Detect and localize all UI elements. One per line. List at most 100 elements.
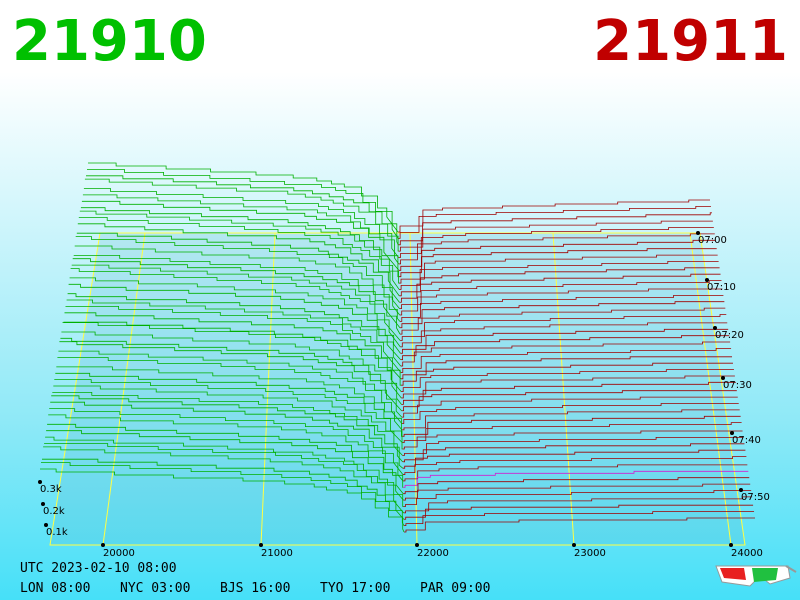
ask-depth-line bbox=[402, 464, 748, 482]
bid-depth-line bbox=[73, 254, 401, 322]
bid-depth-line bbox=[84, 178, 399, 252]
tick-dot bbox=[705, 278, 709, 282]
ask-depth-line bbox=[402, 456, 747, 476]
depth-tick-label: 0.1k bbox=[46, 527, 68, 538]
ask-depth-line bbox=[399, 280, 722, 310]
bid-depth-line bbox=[51, 395, 403, 463]
tick-dot bbox=[729, 543, 733, 547]
city-time: BJS 16:00 bbox=[220, 581, 290, 596]
ask-depth-line bbox=[401, 390, 737, 412]
ask-depth-line bbox=[403, 477, 750, 495]
ask-depth-line bbox=[399, 273, 721, 303]
price-grid-line bbox=[689, 232, 732, 546]
bid-depth-line bbox=[58, 350, 402, 418]
ask-depth-line bbox=[400, 347, 732, 373]
ask-depth-line bbox=[402, 430, 743, 450]
ask-depth-line bbox=[398, 227, 714, 258]
bid-depth-line bbox=[76, 232, 400, 303]
price-grid-line bbox=[552, 232, 575, 546]
tick-dot bbox=[415, 543, 419, 547]
tick-dot bbox=[259, 543, 263, 547]
ask-depth-line bbox=[398, 248, 717, 278]
city-time: NYC 03:00 bbox=[120, 581, 190, 596]
bid-depth-line bbox=[67, 293, 401, 360]
ask-depth-line bbox=[400, 314, 727, 341]
bid-depth-line bbox=[50, 401, 403, 469]
bid-depth-line bbox=[88, 162, 399, 233]
ask-depth-line bbox=[398, 220, 713, 252]
bid-depth-line bbox=[83, 188, 399, 258]
depth-tick-label: 0.2k bbox=[43, 506, 65, 517]
bid-depth-line bbox=[80, 207, 399, 278]
bid-price: 21910 bbox=[12, 9, 207, 74]
ask-depth-line bbox=[398, 239, 716, 271]
bid-depth-line bbox=[64, 312, 402, 380]
price-tick-label: 23000 bbox=[574, 548, 606, 559]
ask-depth-line bbox=[401, 369, 734, 393]
bid-depth-line bbox=[48, 414, 404, 482]
time-tick-label: 07:30 bbox=[723, 380, 752, 391]
utc-time: UTC 2023-02-10 08:00 bbox=[20, 561, 177, 576]
price-tick-label: 21000 bbox=[261, 548, 293, 559]
tick-dot bbox=[696, 231, 700, 235]
price-tick-label: 24000 bbox=[731, 548, 763, 559]
time-tick-label: 07:50 bbox=[741, 492, 770, 503]
price-grid-line bbox=[260, 232, 276, 546]
bid-depth-line bbox=[52, 391, 403, 456]
city-time: PAR 09:00 bbox=[420, 581, 490, 596]
bid-depth-line bbox=[79, 210, 400, 284]
ask-depth-line bbox=[401, 409, 740, 431]
time-tick-label: 07:00 bbox=[698, 235, 727, 246]
price-tick-label: 20000 bbox=[103, 548, 135, 559]
ask-depth-line bbox=[400, 322, 728, 348]
ask-depth-line bbox=[401, 396, 738, 418]
ask-depth-line bbox=[403, 504, 754, 520]
bid-depth-line bbox=[75, 236, 400, 309]
ask-depth-line bbox=[398, 199, 710, 233]
ask-depth-line bbox=[402, 415, 741, 437]
bid-depth-line bbox=[74, 245, 400, 316]
ask-depth-line bbox=[400, 328, 729, 354]
bid-depth-line bbox=[59, 341, 402, 411]
ask-depth-line bbox=[399, 294, 724, 322]
bid-depth-line bbox=[72, 258, 401, 328]
tick-dot bbox=[38, 480, 42, 484]
ask-depth-line bbox=[401, 375, 735, 399]
ask-depth-line bbox=[399, 288, 723, 316]
ask-depth-line bbox=[400, 335, 730, 361]
tick-dot bbox=[730, 431, 734, 435]
glasses-icon bbox=[715, 565, 797, 587]
bid-depth-line bbox=[57, 357, 403, 424]
bid-depth-line bbox=[65, 305, 402, 373]
price-tick-label: 22000 bbox=[417, 548, 449, 559]
ask-depth-line bbox=[400, 356, 733, 380]
bid-depth-line bbox=[47, 423, 404, 488]
city-time: TYO 17:00 bbox=[320, 581, 390, 596]
depth-lines bbox=[40, 162, 755, 533]
bid-depth-line bbox=[81, 200, 400, 271]
ask-depth-line bbox=[403, 490, 752, 507]
bid-depth-line bbox=[62, 322, 402, 392]
time-tick-label: 07:40 bbox=[732, 435, 761, 446]
bid-depth-line bbox=[40, 468, 405, 533]
ask-depth-line bbox=[404, 517, 755, 533]
ask-depth-line bbox=[399, 254, 718, 284]
ask-depth-line bbox=[403, 511, 755, 527]
bid-depth-line bbox=[68, 283, 401, 354]
bid-depth-line bbox=[49, 408, 404, 475]
bid-depth-line bbox=[53, 385, 403, 450]
bid-depth-line bbox=[42, 458, 405, 520]
tick-dot bbox=[721, 376, 725, 380]
bid-depth-line bbox=[46, 430, 404, 494]
bid-depth-line bbox=[60, 337, 402, 405]
ask-depth-line bbox=[402, 422, 742, 444]
tick-dot bbox=[572, 543, 576, 547]
bid-depth-line bbox=[66, 299, 401, 367]
bid-depth-line bbox=[54, 379, 403, 443]
depth-tick-label: 0.3k bbox=[40, 484, 62, 495]
ask-depth-line bbox=[401, 362, 733, 386]
tick-dot bbox=[44, 523, 48, 527]
ask-depth-line bbox=[403, 496, 753, 514]
time-tick-label: 07:20 bbox=[715, 330, 744, 341]
